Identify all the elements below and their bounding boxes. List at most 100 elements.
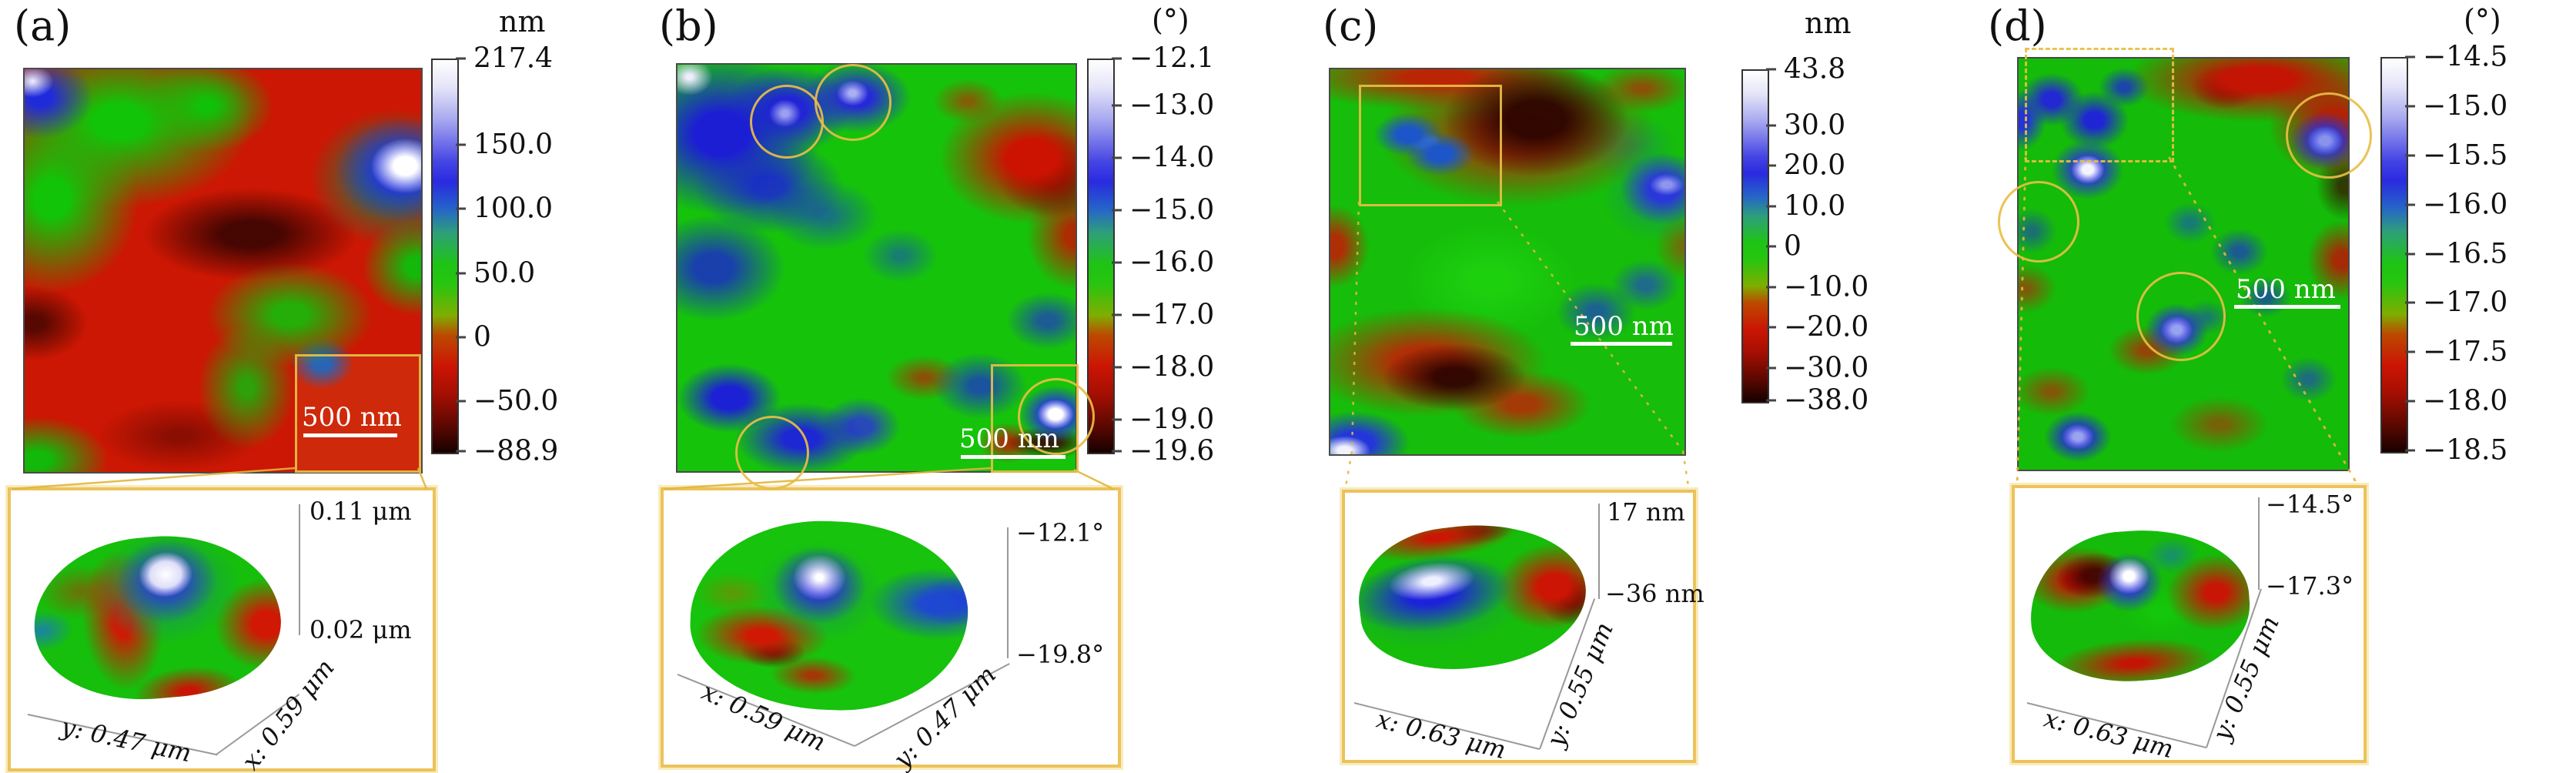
colorbar-tick: −13.0 <box>1112 90 1214 122</box>
panel-label-b: (b) <box>659 2 718 50</box>
colorbar-tick: −18.0 <box>1112 352 1214 383</box>
colorbar-tick: −18.5 <box>2405 435 2507 467</box>
tick-label: −30.0 <box>1784 352 1869 384</box>
tick-label: −50.0 <box>473 385 559 417</box>
scalebar-label-d: 500 nm <box>2236 274 2336 305</box>
colorbar-tick: −19.6 <box>1112 436 1214 467</box>
z-axis-c <box>1598 504 1600 599</box>
colorbar-tick: 43.8 <box>1766 54 1845 85</box>
tick-mark <box>2405 105 2415 108</box>
tick-mark <box>456 450 466 453</box>
colorbar-tick: −18.0 <box>2405 386 2507 417</box>
tick-label: −16.0 <box>1129 246 1215 279</box>
tick-mark <box>1112 209 1122 212</box>
colorbar-tick: −15.0 <box>1112 195 1214 226</box>
tick-mark <box>2405 55 2415 59</box>
tick-mark <box>2405 350 2415 353</box>
tick-mark <box>1112 261 1122 264</box>
tick-mark <box>1112 418 1122 421</box>
z-max-label-c: 17 nm <box>1607 497 1685 527</box>
tick-mark <box>2405 154 2415 157</box>
z-axis-b <box>1007 527 1009 658</box>
colorbar-b <box>1087 59 1115 454</box>
tick-label: −15.0 <box>2423 90 2508 122</box>
tick-label: −10.0 <box>1784 271 1869 303</box>
inset-3d-a: 0.11 μm 0.02 μm y: 0.47 μm x: 0.59 μm <box>8 487 436 773</box>
roi-box-a <box>295 354 421 473</box>
colorbar-tick: −10.0 <box>1766 271 1868 303</box>
tick-label: −17.0 <box>1129 299 1215 331</box>
highlight-circle-b4 <box>1018 378 1095 455</box>
colorbar-tick: 0 <box>456 321 491 353</box>
tick-label: 0 <box>473 321 491 353</box>
tick-mark <box>1766 245 1776 248</box>
colorbar-tick: 50.0 <box>456 257 535 289</box>
highlight-circle-d1 <box>2286 92 2372 179</box>
tick-label: 20.0 <box>1784 149 1846 182</box>
inset-3d-c: 17 nm −36 nm x: 0.63 μm y: 0.55 μm <box>1342 490 1705 765</box>
tick-mark <box>1112 450 1122 453</box>
tick-mark <box>456 336 466 339</box>
tick-mark <box>2405 400 2415 403</box>
scalebar-line-d <box>2234 305 2340 309</box>
roi-box-d <box>2025 48 2174 162</box>
colorbar-ticks-a: 217.4 150.0 100.0 50.0 0 −50.0 −88.9 <box>456 43 625 467</box>
tick-mark <box>1766 124 1776 127</box>
scalebar-line-a <box>303 433 397 437</box>
z-max-label-d: −14.5° <box>2266 490 2354 519</box>
tick-label: −88.9 <box>473 435 559 467</box>
tick-label: −18.0 <box>1129 351 1215 383</box>
z-min-label-b: −19.8° <box>1016 640 1105 669</box>
tick-mark <box>1766 326 1776 329</box>
colorbar-c <box>1741 69 1769 403</box>
scalebar-label-b: 500 nm <box>959 423 1059 454</box>
colorbar-tick: −88.9 <box>456 436 558 467</box>
tick-mark <box>1112 57 1122 60</box>
tick-label: 150.0 <box>473 129 554 161</box>
tick-mark <box>2405 301 2415 304</box>
tick-mark <box>1766 68 1776 71</box>
colorbar-tick: 217.4 <box>456 43 553 75</box>
tick-mark <box>1112 104 1122 107</box>
scalebar-label-a: 500 nm <box>302 402 402 433</box>
tick-label: −13.0 <box>1129 89 1215 122</box>
tick-label: −18.5 <box>2423 434 2508 467</box>
tick-mark <box>1766 205 1776 208</box>
panel-label-a: (a) <box>14 2 72 50</box>
tick-mark <box>2405 449 2415 452</box>
tick-label: −12.1 <box>1129 42 1215 75</box>
tick-mark <box>1766 399 1776 402</box>
colorbar-ticks-b: −12.1 −13.0 −14.0 −15.0 −16.0 −17.0 −18.0 −19.0… <box>1112 43 1281 467</box>
colorbar-tick: −12.1 <box>1112 43 1214 75</box>
panel-label-d: (d) <box>1988 2 2047 50</box>
tick-mark <box>456 143 466 146</box>
tick-label: −17.0 <box>2423 286 2508 319</box>
colorbar-tick: −17.0 <box>2405 287 2507 319</box>
z-axis-d <box>2258 497 2260 590</box>
tick-label: −14.0 <box>1129 142 1215 174</box>
highlight-circle-d2 <box>1998 181 2079 263</box>
tick-label: −14.5 <box>2423 41 2508 73</box>
inset-3d-b: −12.1° −19.8° x: 0.59 μm y: 0.47 μm <box>661 487 1121 773</box>
tick-label: −38.0 <box>1784 384 1869 417</box>
z-axis-a <box>299 504 300 635</box>
colorbar-tick: −19.0 <box>1112 404 1214 436</box>
tick-mark <box>456 207 466 210</box>
colorbar-tick: −14.5 <box>2405 42 2507 73</box>
colorbar-unit-d: (°) <box>2464 3 2501 37</box>
tick-label: −18.0 <box>2423 385 2508 417</box>
tick-mark <box>1112 313 1122 316</box>
colorbar-tick: −14.0 <box>1112 142 1214 174</box>
tick-mark <box>456 57 466 60</box>
tick-mark <box>456 272 466 275</box>
tick-mark <box>1112 366 1122 369</box>
z-max-label-a: 0.11 μm <box>309 497 412 526</box>
tick-label: −20.0 <box>1784 311 1869 343</box>
tick-label: −19.6 <box>1129 435 1215 467</box>
colorbar-unit-b: (°) <box>1152 3 1189 37</box>
colorbar-tick: 10.0 <box>1766 190 1845 222</box>
tick-mark <box>1766 366 1776 370</box>
roi-box-c <box>1359 85 1502 206</box>
tick-label: −16.5 <box>2423 238 2508 269</box>
